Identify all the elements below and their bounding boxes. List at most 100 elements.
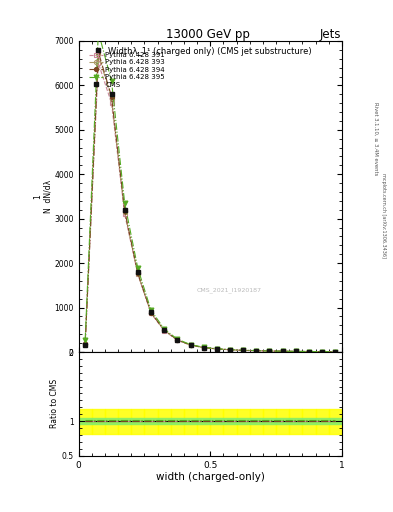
Pythia 6.428 393 [175, 337, 180, 343]
Pythia 6.428 394 [162, 327, 167, 333]
Pythia 6.428 391 [122, 211, 127, 217]
Pythia 6.428 395 [320, 349, 325, 355]
Bar [197, 418, 210, 424]
Line: Pythia 6.428 391: Pythia 6.428 391 [83, 61, 338, 354]
Pythia 6.428 391 [333, 349, 338, 355]
Bar [184, 409, 197, 434]
Bar [210, 409, 223, 434]
Pythia 6.428 391 [280, 348, 285, 354]
Pythia 6.428 391 [201, 345, 206, 351]
Bar [316, 418, 329, 424]
Y-axis label: 1
N  dN/dλ: 1 N dN/dλ [33, 180, 53, 213]
Pythia 6.428 394 [122, 208, 127, 214]
Pythia 6.428 391 [254, 348, 259, 354]
Pythia 6.428 391 [188, 342, 193, 348]
Bar [158, 418, 171, 424]
Pythia 6.428 394 [320, 349, 325, 355]
Bar [79, 409, 92, 434]
Pythia 6.428 395 [280, 348, 285, 354]
Bar [303, 418, 316, 424]
Pythia 6.428 395 [307, 349, 311, 355]
Bar [92, 409, 105, 434]
Pythia 6.428 395 [294, 348, 298, 354]
Pythia 6.428 395 [241, 347, 246, 353]
Pythia 6.428 395 [83, 336, 88, 343]
Bar [289, 409, 303, 434]
Bar [329, 409, 342, 434]
Pythia 6.428 395 [215, 346, 219, 352]
Pythia 6.428 393 [201, 345, 206, 351]
Bar [223, 418, 237, 424]
Pythia 6.428 394 [149, 310, 153, 316]
Bar [171, 418, 184, 424]
Pythia 6.428 394 [228, 347, 232, 353]
Pythia 6.428 393 [228, 347, 232, 353]
Pythia 6.428 394 [109, 93, 114, 99]
Bar [171, 409, 184, 434]
Text: mcplots.cern.ch [arXiv:1306.3436]: mcplots.cern.ch [arXiv:1306.3436] [381, 173, 386, 258]
Pythia 6.428 393 [267, 348, 272, 354]
Pythia 6.428 393 [109, 96, 114, 102]
Pythia 6.428 393 [149, 310, 153, 316]
Bar [131, 409, 145, 434]
Text: Jets: Jets [320, 28, 341, 41]
Text: Rivet 3.1.10, ≥ 3.4M events: Rivet 3.1.10, ≥ 3.4M events [373, 101, 378, 175]
Pythia 6.428 394 [96, 49, 101, 55]
Bar [276, 418, 289, 424]
Bar [329, 418, 342, 424]
Pythia 6.428 393 [241, 347, 246, 353]
Bar [145, 409, 158, 434]
Pythia 6.428 394 [254, 348, 259, 354]
Pythia 6.428 395 [175, 336, 180, 343]
Bar [276, 409, 289, 434]
Pythia 6.428 394 [83, 340, 88, 347]
Bar [105, 418, 118, 424]
Pythia 6.428 393 [307, 349, 311, 355]
Pythia 6.428 391 [175, 337, 180, 344]
Pythia 6.428 395 [122, 200, 127, 206]
Pythia 6.428 393 [294, 348, 298, 354]
Pythia 6.428 393 [188, 342, 193, 348]
Pythia 6.428 393 [162, 327, 167, 333]
Pythia 6.428 393 [333, 349, 338, 355]
Pythia 6.428 391 [136, 271, 140, 278]
Bar [303, 409, 316, 434]
Pythia 6.428 394 [267, 348, 272, 354]
Pythia 6.428 391 [294, 348, 298, 354]
Bar [158, 409, 171, 434]
Text: CMS_2021_I1920187: CMS_2021_I1920187 [196, 287, 261, 293]
Bar [223, 409, 237, 434]
Pythia 6.428 393 [254, 348, 259, 354]
Bar [263, 418, 276, 424]
Pythia 6.428 395 [188, 342, 193, 348]
Pythia 6.428 391 [307, 349, 311, 355]
Bar [289, 418, 303, 424]
Bar [263, 409, 276, 434]
Pythia 6.428 391 [109, 100, 114, 106]
Text: 13000 GeV pp: 13000 GeV pp [166, 28, 250, 41]
Bar [105, 409, 118, 434]
Pythia 6.428 394 [241, 347, 246, 353]
Pythia 6.428 395 [254, 348, 259, 354]
Pythia 6.428 394 [280, 348, 285, 354]
Pythia 6.428 393 [96, 51, 101, 57]
Bar [92, 418, 105, 424]
Pythia 6.428 391 [320, 349, 325, 355]
Pythia 6.428 395 [96, 29, 101, 35]
Pythia 6.428 393 [122, 209, 127, 215]
Bar [210, 418, 223, 424]
Pythia 6.428 391 [241, 347, 246, 353]
Pythia 6.428 393 [280, 348, 285, 354]
Legend: Pythia 6.428 391, Pythia 6.428 393, Pythia 6.428 394, Pythia 6.428 395, CMS: Pythia 6.428 391, Pythia 6.428 393, Pyth… [87, 51, 167, 89]
X-axis label: width (charged-only): width (charged-only) [156, 472, 265, 482]
Pythia 6.428 393 [136, 271, 140, 277]
Pythia 6.428 395 [267, 348, 272, 354]
Pythia 6.428 394 [307, 349, 311, 355]
Bar [197, 409, 210, 434]
Line: Pythia 6.428 394: Pythia 6.428 394 [83, 50, 338, 354]
Bar [118, 418, 131, 424]
Pythia 6.428 395 [149, 307, 153, 313]
Bar [184, 418, 197, 424]
Pythia 6.428 394 [294, 348, 298, 354]
Pythia 6.428 394 [188, 342, 193, 348]
